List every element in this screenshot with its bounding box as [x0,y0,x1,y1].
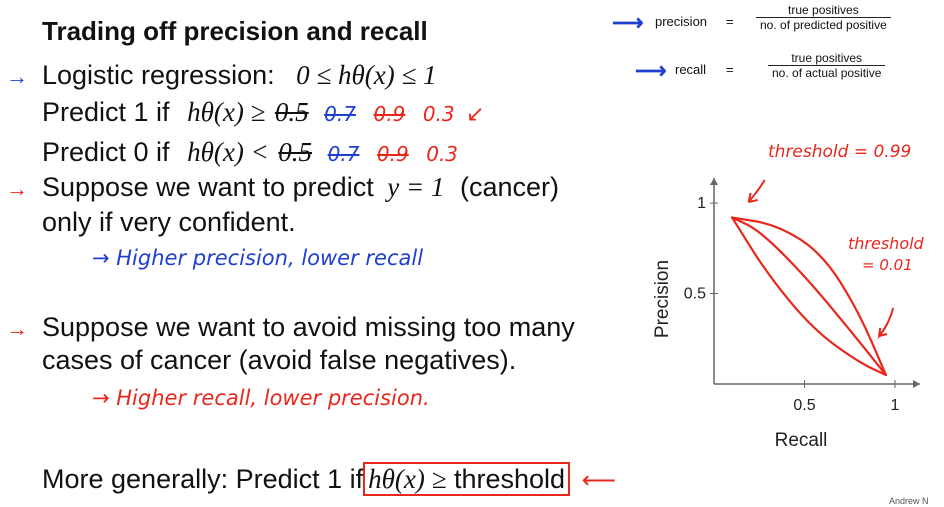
logistic-prefix: Logistic regression: [42,60,275,90]
suppose2-note: → Higher recall, lower precision. [92,386,430,410]
arrow-right-icon: ⟶ [635,58,667,83]
predict0-math: hθ(x) < [187,137,269,167]
threshold-0.9-struck: 0.9 [376,142,409,166]
recall-fraction: true positives no. of actual positive [768,51,886,80]
precision-label: precision [655,14,708,29]
predict0-prefix: Predict 0 if [42,137,170,167]
y-tick-label: 0.5 [684,286,706,303]
logistic-math: 0 ≤ hθ(x) ≤ 1 [296,60,437,90]
y-axis-label: Precision [652,260,673,338]
x-tick-label: 0.5 [793,397,815,414]
precision-recall-chart: 0.5 1 1 0.5 Recall Precision [652,178,920,451]
arrow-left-icon: ⟵ [581,467,616,494]
pr-curve-1 [730,216,888,377]
y-tick-label: 1 [697,195,706,212]
suppose1-text-b: (cancer) [459,172,559,202]
general-line: More generally: Predict 1 if hθ(x) ≥ thre… [42,462,616,496]
annotation-threshold-low-2: = 0.01 [862,256,913,274]
predict1-math: hθ(x) ≥ [187,97,266,127]
y-axis-arrow-icon [710,178,718,185]
equals-sign: = [726,62,734,77]
recall-label: recall [675,62,707,77]
threshold-0.7-struck: 0.7 [327,142,360,166]
logistic-line: Logistic regression: 0 ≤ hθ(x) ≤ 1 [42,60,437,91]
pr-curve-2 [730,216,888,377]
x-axis-arrow-icon [913,380,920,388]
general-threshold-word: threshold [453,464,566,494]
suppose1-math: y = 1 [387,172,445,202]
precision-numerator: true positives [756,3,891,18]
equals-sign: = [726,14,734,29]
threshold-0.9-struck: 0.9 [373,102,406,126]
recall-denominator: no. of actual positive [772,66,882,80]
arrow-to-low-threshold-icon [877,307,895,340]
slide-title: Trading off precision and recall [42,16,428,46]
x-axis-label: Recall [775,430,828,451]
suppose1-text-a: Suppose we want to predict [42,172,374,202]
arrow-right-icon: → [6,176,28,201]
pr-curve-3 [730,216,888,377]
annotation-threshold-high: threshold = 0.99 [768,142,912,162]
x-tick-label: 1 [890,397,899,414]
arrow-right-icon: → [6,316,28,341]
arrow-right-icon: → [6,64,28,89]
precision-fraction: true positives no. of predicted positive [756,3,891,32]
footer-author: Andrew N [889,496,929,506]
suppose2-line1: Suppose we want to avoid missing too man… [42,312,575,342]
precision-denominator: no. of predicted positive [760,18,887,32]
suppose2-line2: cases of cancer (avoid false negatives). [42,345,517,375]
annotation-threshold-low-1: threshold [848,234,924,253]
arrow-left-icon: ↙ [466,101,485,126]
arrow-right-icon: ⟶ [612,10,644,35]
arrow-to-high-threshold-icon [747,179,766,203]
threshold-0.7-struck: 0.7 [324,102,356,126]
predict0-line: Predict 0 if hθ(x) < 0.5 0.7 0.9 0.3 [42,137,458,168]
threshold-0.3: 0.3 [426,142,459,166]
threshold-0.5-struck: 0.5 [274,97,309,127]
predict1-line: Predict 1 if hθ(x) ≥ 0.5 0.7 0.9 0.3 ↙ [42,97,485,128]
recall-numerator: true positives [768,51,886,66]
general-math: hθ(x) ≥ [368,464,447,494]
suppose1-line1: Suppose we want to predict y = 1 (cancer… [42,172,559,203]
suppose1-note: → Higher precision, lower recall [92,246,424,270]
suppose1-line2: only if very confident. [42,207,296,237]
general-prefix: More generally: Predict 1 if [42,464,364,494]
threshold-0.3: 0.3 [422,102,455,126]
predict1-prefix: Predict 1 if [42,97,170,127]
threshold-0.5-struck: 0.5 [278,137,313,167]
